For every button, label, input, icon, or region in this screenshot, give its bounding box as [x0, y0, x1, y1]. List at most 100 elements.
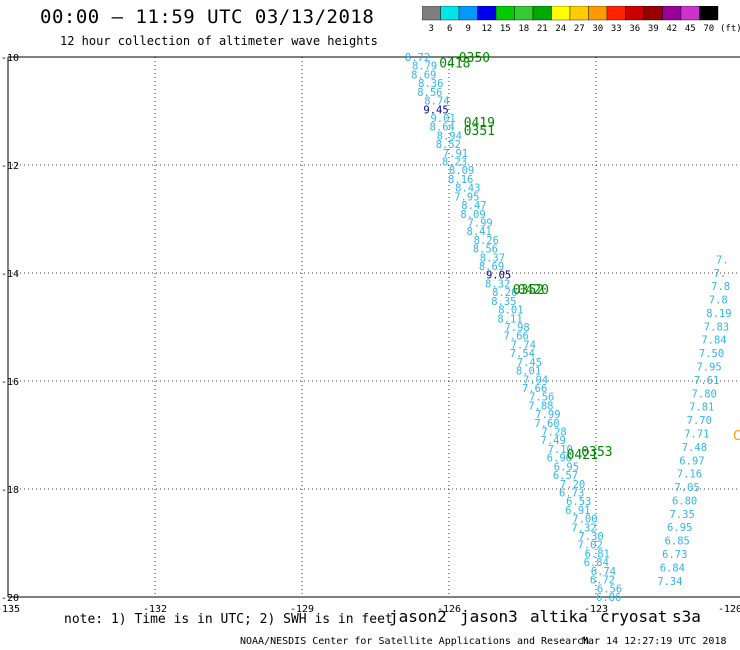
swh-reading: 7.54: [510, 348, 535, 360]
swh-reading: 7.45: [517, 357, 542, 369]
swh-reading: 7.20: [560, 479, 585, 491]
swh-reading: 8.69: [479, 261, 504, 273]
swh-reading: 8.47: [461, 200, 486, 212]
legend-jason2: jason2: [389, 607, 447, 626]
swh-reading: 7.8: [711, 281, 730, 293]
lat-tick-label: -12: [1, 161, 19, 172]
swh-reading: 7.61: [694, 375, 719, 387]
colorbar-label: 39: [648, 24, 659, 34]
altika-edge-label: C: [733, 429, 740, 444]
swh-reading: 7.66: [522, 383, 547, 395]
swh-reading: 7.16: [677, 469, 702, 481]
swh-reading: 7.35: [670, 509, 695, 521]
lon-tick-label: -123: [584, 604, 608, 615]
swh-reading: 8.11: [497, 313, 522, 325]
footer-credit: NOAA/NESDIS Center for Satellite Applica…: [240, 636, 590, 647]
swh-reading: 7.81: [689, 402, 714, 414]
pass-time-label: 0419: [464, 116, 495, 131]
swh-reading: 8.01: [498, 305, 523, 317]
color-legend: 3 6 9 12 15 18 21 24 27 30 33 36 39 42 45 70 (ft): [422, 6, 740, 34]
swh-reading: 6.84: [660, 562, 685, 574]
pass-time-label: 0351: [464, 124, 495, 139]
pass-time-label: 0352: [513, 283, 544, 298]
swh-reading: 7.95: [696, 362, 721, 374]
swh-reading: 7.10: [548, 444, 573, 456]
swh-reading: 6.56: [597, 583, 622, 595]
legend-s3a: s3a: [672, 607, 701, 626]
swh-reading: 8.43: [455, 183, 480, 195]
swh-reading: 6.96: [547, 453, 572, 465]
map-subtitle: 12 hour collection of altimeter wave hei…: [60, 34, 378, 48]
swh-reading: 7.00: [572, 514, 597, 526]
pass-time-label: 0350: [459, 51, 490, 66]
swh-reading: 8.72: [405, 52, 430, 64]
swh-reading: 6.53: [566, 496, 591, 508]
swh-reading: 7.: [714, 268, 727, 280]
legend-cryosat: cryosat: [600, 607, 668, 626]
lat-tick-label: -16: [1, 377, 19, 388]
lon-tick-label: -120: [718, 604, 740, 615]
swh-reading: 7.84: [701, 335, 726, 347]
legend-altika: altika: [530, 607, 588, 626]
swh-reading: 8.56: [417, 87, 442, 99]
lon-tick-label: -126: [437, 604, 461, 615]
swh-reading: 7.49: [541, 435, 566, 447]
swh-reading: 6.72: [590, 575, 615, 587]
colorbar-label: 45: [685, 24, 696, 34]
swh-reading: 8.52: [436, 139, 461, 151]
colorbar-label: 70: [703, 24, 714, 34]
swh-reading: 7.99: [467, 217, 492, 229]
swh-reading: 7.34: [657, 576, 682, 588]
swh-reading: 8.26: [492, 287, 517, 299]
swh-reading: 6.81: [585, 548, 610, 560]
colorbar-label: 33: [611, 24, 622, 34]
swh-reading: 8.94: [437, 130, 462, 142]
swh-reading: 6.91: [565, 505, 590, 517]
swh-reading: 7.91: [443, 148, 468, 160]
colorbar-label: 3: [429, 24, 434, 34]
swh-reading: 6.57: [553, 470, 578, 482]
colorbar-label: 12: [481, 24, 492, 34]
swh-reading: 6.95: [667, 522, 692, 534]
swh-reading: 7.95: [454, 191, 479, 203]
swh-reading: 7.71: [684, 428, 709, 440]
swh-reading: 8.09: [460, 209, 485, 221]
swh-reading: 9.45: [423, 104, 448, 116]
colorbar-unit: (ft): [720, 24, 740, 34]
pass-time-label: 0353: [581, 445, 612, 460]
swh-reading: 7.66: [504, 331, 529, 343]
swh-reading: 7.02: [578, 540, 603, 552]
swh-reading: 8.56: [473, 244, 498, 256]
lat-tick-label: -18: [1, 485, 19, 496]
pass-time-label: 0420: [518, 283, 549, 298]
swh-reading: 8.16: [448, 174, 473, 186]
colorbar-label: 18: [518, 24, 529, 34]
legend-jason3: jason3: [460, 607, 518, 626]
swh-reading: 8.35: [491, 296, 516, 308]
colorbar-label: 9: [466, 24, 471, 34]
swh-reading: 8.09: [449, 165, 474, 177]
colorbar-label: 24: [555, 24, 566, 34]
swh-reading: 7.98: [504, 322, 529, 334]
pass-time-label: 0418: [439, 56, 470, 71]
swh-reading: 6.84: [584, 557, 609, 569]
colorbar-label: 15: [500, 24, 511, 34]
swh-reading: 8.37: [480, 252, 505, 264]
swh-reading: 7.88: [528, 400, 553, 412]
swh-reading: 7.32: [571, 522, 596, 534]
swh-reading: 6.73: [559, 487, 584, 499]
swh-reading: 8.69: [411, 69, 436, 81]
swh-reading: 8.79: [412, 61, 437, 73]
swh-reading: 6.74: [591, 566, 616, 578]
note-text: note: 1) Time is in UTC; 2) SWH is in fe…: [64, 612, 393, 627]
colorbar-label: 27: [574, 24, 585, 34]
swh-reading: 6.86: [596, 592, 621, 604]
swh-reading: 9.05: [486, 270, 511, 282]
swh-reading: 6.95: [554, 461, 579, 473]
swh-reading: 8.64: [430, 122, 455, 134]
swh-reading: 7.05: [674, 482, 699, 494]
swh-reading: 8.32: [485, 278, 510, 290]
swh-reading: 7.70: [687, 415, 712, 427]
swh-reading: 8.26: [474, 235, 499, 247]
